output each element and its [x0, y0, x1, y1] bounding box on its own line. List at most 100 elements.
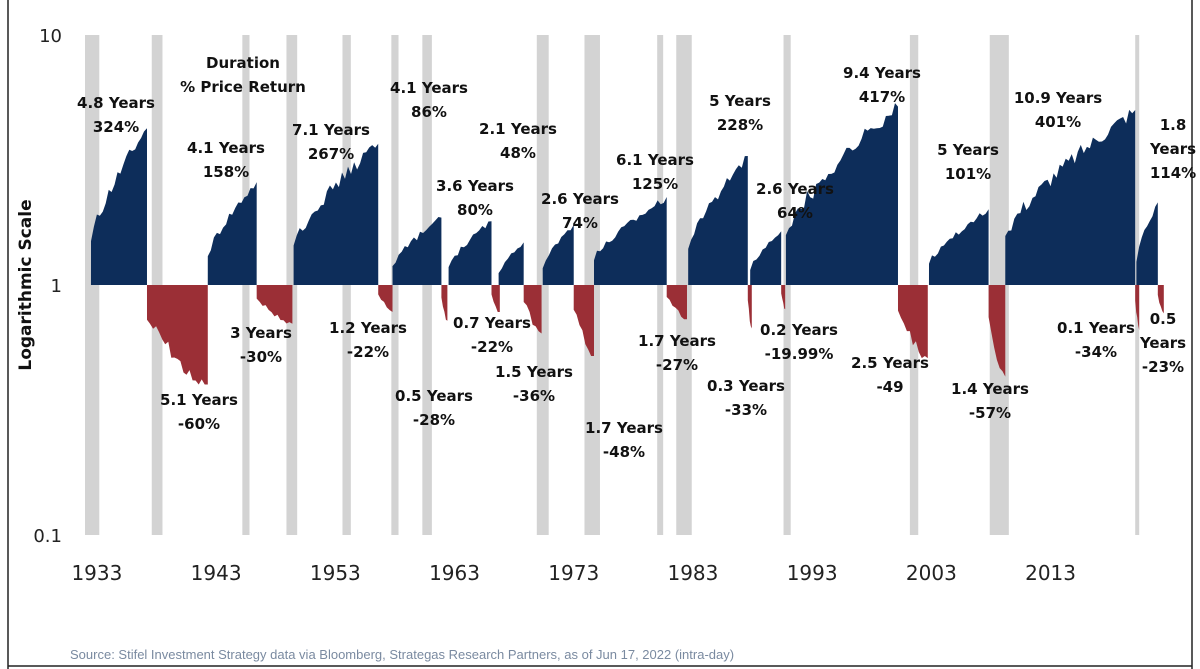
bull-label-line: 267%: [308, 145, 354, 163]
bear-label-line: 0.5: [1150, 310, 1177, 328]
bull-label: 3.6 Years 80%: [436, 177, 514, 219]
bull-label-line: 3.6 Years: [436, 177, 514, 195]
bull-area: [207, 182, 257, 285]
bear-label: 0.5 Years -23%: [1139, 310, 1186, 376]
bear-label-line: -22%: [471, 338, 513, 356]
bear-label-line: -36%: [513, 387, 555, 405]
bull-label: 7.1 Years 267%: [292, 121, 370, 163]
bull-label: 5 Years 228%: [709, 92, 771, 134]
bull-label-line: 5 Years: [709, 92, 771, 110]
bull-area: [392, 217, 442, 285]
bear-label: 1.5 Years -36%: [495, 363, 573, 405]
x-ticks: 1933 1943 1953 1963 1973 1983 1993 2003 2013: [71, 561, 1076, 585]
bull-area: [1005, 109, 1136, 286]
bear-label: 0.5 Years -28%: [395, 387, 473, 429]
bull-label-line: 158%: [203, 163, 249, 181]
bear-label: 0.3 Years -33%: [707, 377, 785, 419]
bull-label-line: 1.8: [1160, 116, 1187, 134]
bull-area: [498, 242, 524, 285]
bull-label-line: 2.1 Years: [479, 120, 557, 138]
legend-price-return: % Price Return: [180, 78, 306, 96]
bull-area: [293, 143, 379, 285]
x-tick-label: 1953: [310, 561, 361, 585]
bull-label-line: 6.1 Years: [616, 151, 694, 169]
bull-label-line: 2.6 Years: [541, 190, 619, 208]
bull-label-line: 4.8 Years: [77, 94, 155, 112]
bear-label-line: -49: [876, 378, 903, 396]
bull-area: [688, 156, 748, 285]
market-areas: [90, 103, 1164, 385]
bear-label-line: 3 Years: [230, 324, 292, 342]
bull-label-line: 48%: [500, 144, 536, 162]
bull-label-line: 324%: [93, 118, 139, 136]
legend-note: Duration % Price Return: [180, 54, 306, 96]
bull-label-line: 4.1 Years: [390, 79, 468, 97]
bull-label: 4.1 Years 86%: [390, 79, 468, 121]
bear-area: [747, 285, 752, 329]
bull-label-line: 114%: [1150, 164, 1196, 182]
bull-label-line: 10.9 Years: [1014, 89, 1102, 107]
bull-area: [542, 224, 574, 285]
x-tick-label: 1983: [667, 561, 718, 585]
bear-area: [1135, 285, 1140, 331]
bull-label: 4.1 Years 158%: [187, 139, 265, 181]
bear-label-line: 1.5 Years: [495, 363, 573, 381]
bull-label-line: 86%: [411, 103, 447, 121]
bull-label-line: 64%: [777, 204, 813, 222]
bear-label-line: 2.5 Years: [851, 354, 929, 372]
bear-area: [491, 285, 500, 312]
bear-label: 5.1 Years -60%: [160, 391, 238, 433]
bull-label: 5 Years 101%: [937, 141, 999, 183]
x-tick-label: 1933: [71, 561, 122, 585]
bull-label-line: Years: [1149, 140, 1196, 158]
bear-area: [523, 285, 542, 334]
bull-label-line: 74%: [562, 214, 598, 232]
bull-label-line: 125%: [632, 175, 678, 193]
bear-label: 0.2 Years -19.99%: [760, 321, 838, 363]
y-ticks: 10 1 0.1: [33, 26, 62, 547]
legend-duration: Duration: [206, 54, 280, 72]
bear-label-line: 1.7 Years: [585, 419, 663, 437]
bear-label-line: 0.7 Years: [453, 314, 531, 332]
bear-label-line: -48%: [603, 443, 645, 461]
bear-area: [573, 285, 595, 356]
bull-area: [785, 103, 898, 285]
bear-label-line: -19.99%: [765, 345, 834, 363]
bull-label-line: 417%: [859, 88, 905, 106]
bear-label: 1.7 Years -27%: [638, 332, 716, 374]
bear-label-line: -22%: [347, 343, 389, 361]
bear-label: 2.5 Years -49: [851, 354, 929, 396]
x-tick-label: 1963: [429, 561, 480, 585]
bear-area: [781, 285, 786, 310]
bear-label-line: -30%: [240, 348, 282, 366]
bull-label-line: 2.6 Years: [756, 180, 834, 198]
x-tick-label: 2003: [906, 561, 957, 585]
bear-label-line: 0.1 Years: [1057, 319, 1135, 337]
bear-label: 3 Years -30%: [230, 324, 292, 366]
y-tick-label: 10: [39, 26, 62, 47]
y-axis: Logarithmic Scale: [16, 199, 36, 370]
bear-label-line: -23%: [1142, 358, 1184, 376]
bear-label-line: Years: [1139, 334, 1186, 352]
bull-label: 9.4 Years 417%: [843, 64, 921, 106]
bull-label: 2.6 Years 74%: [541, 190, 619, 232]
bull-label-line: 80%: [457, 201, 493, 219]
bear-area: [441, 285, 448, 321]
bear-area: [146, 285, 208, 385]
bear-label-line: -27%: [656, 356, 698, 374]
bear-label-line: -60%: [178, 415, 220, 433]
bull-label: 10.9 Years 401%: [1014, 89, 1102, 131]
bull-label: 6.1 Years 125%: [616, 151, 694, 193]
bear-label: 0.7 Years -22%: [453, 314, 531, 356]
bear-label-line: 0.3 Years: [707, 377, 785, 395]
bull-label-line: 401%: [1035, 113, 1081, 131]
bear-label: 1.2 Years -22%: [329, 319, 407, 361]
y-axis-label: Logarithmic Scale: [16, 199, 36, 370]
bear-area: [988, 285, 1006, 377]
bear-area: [897, 285, 928, 359]
bull-area: [90, 128, 147, 285]
bear-label-line: -57%: [969, 404, 1011, 422]
bear-label: 1.4 Years -57%: [951, 380, 1029, 422]
bear-label-line: -33%: [725, 401, 767, 419]
